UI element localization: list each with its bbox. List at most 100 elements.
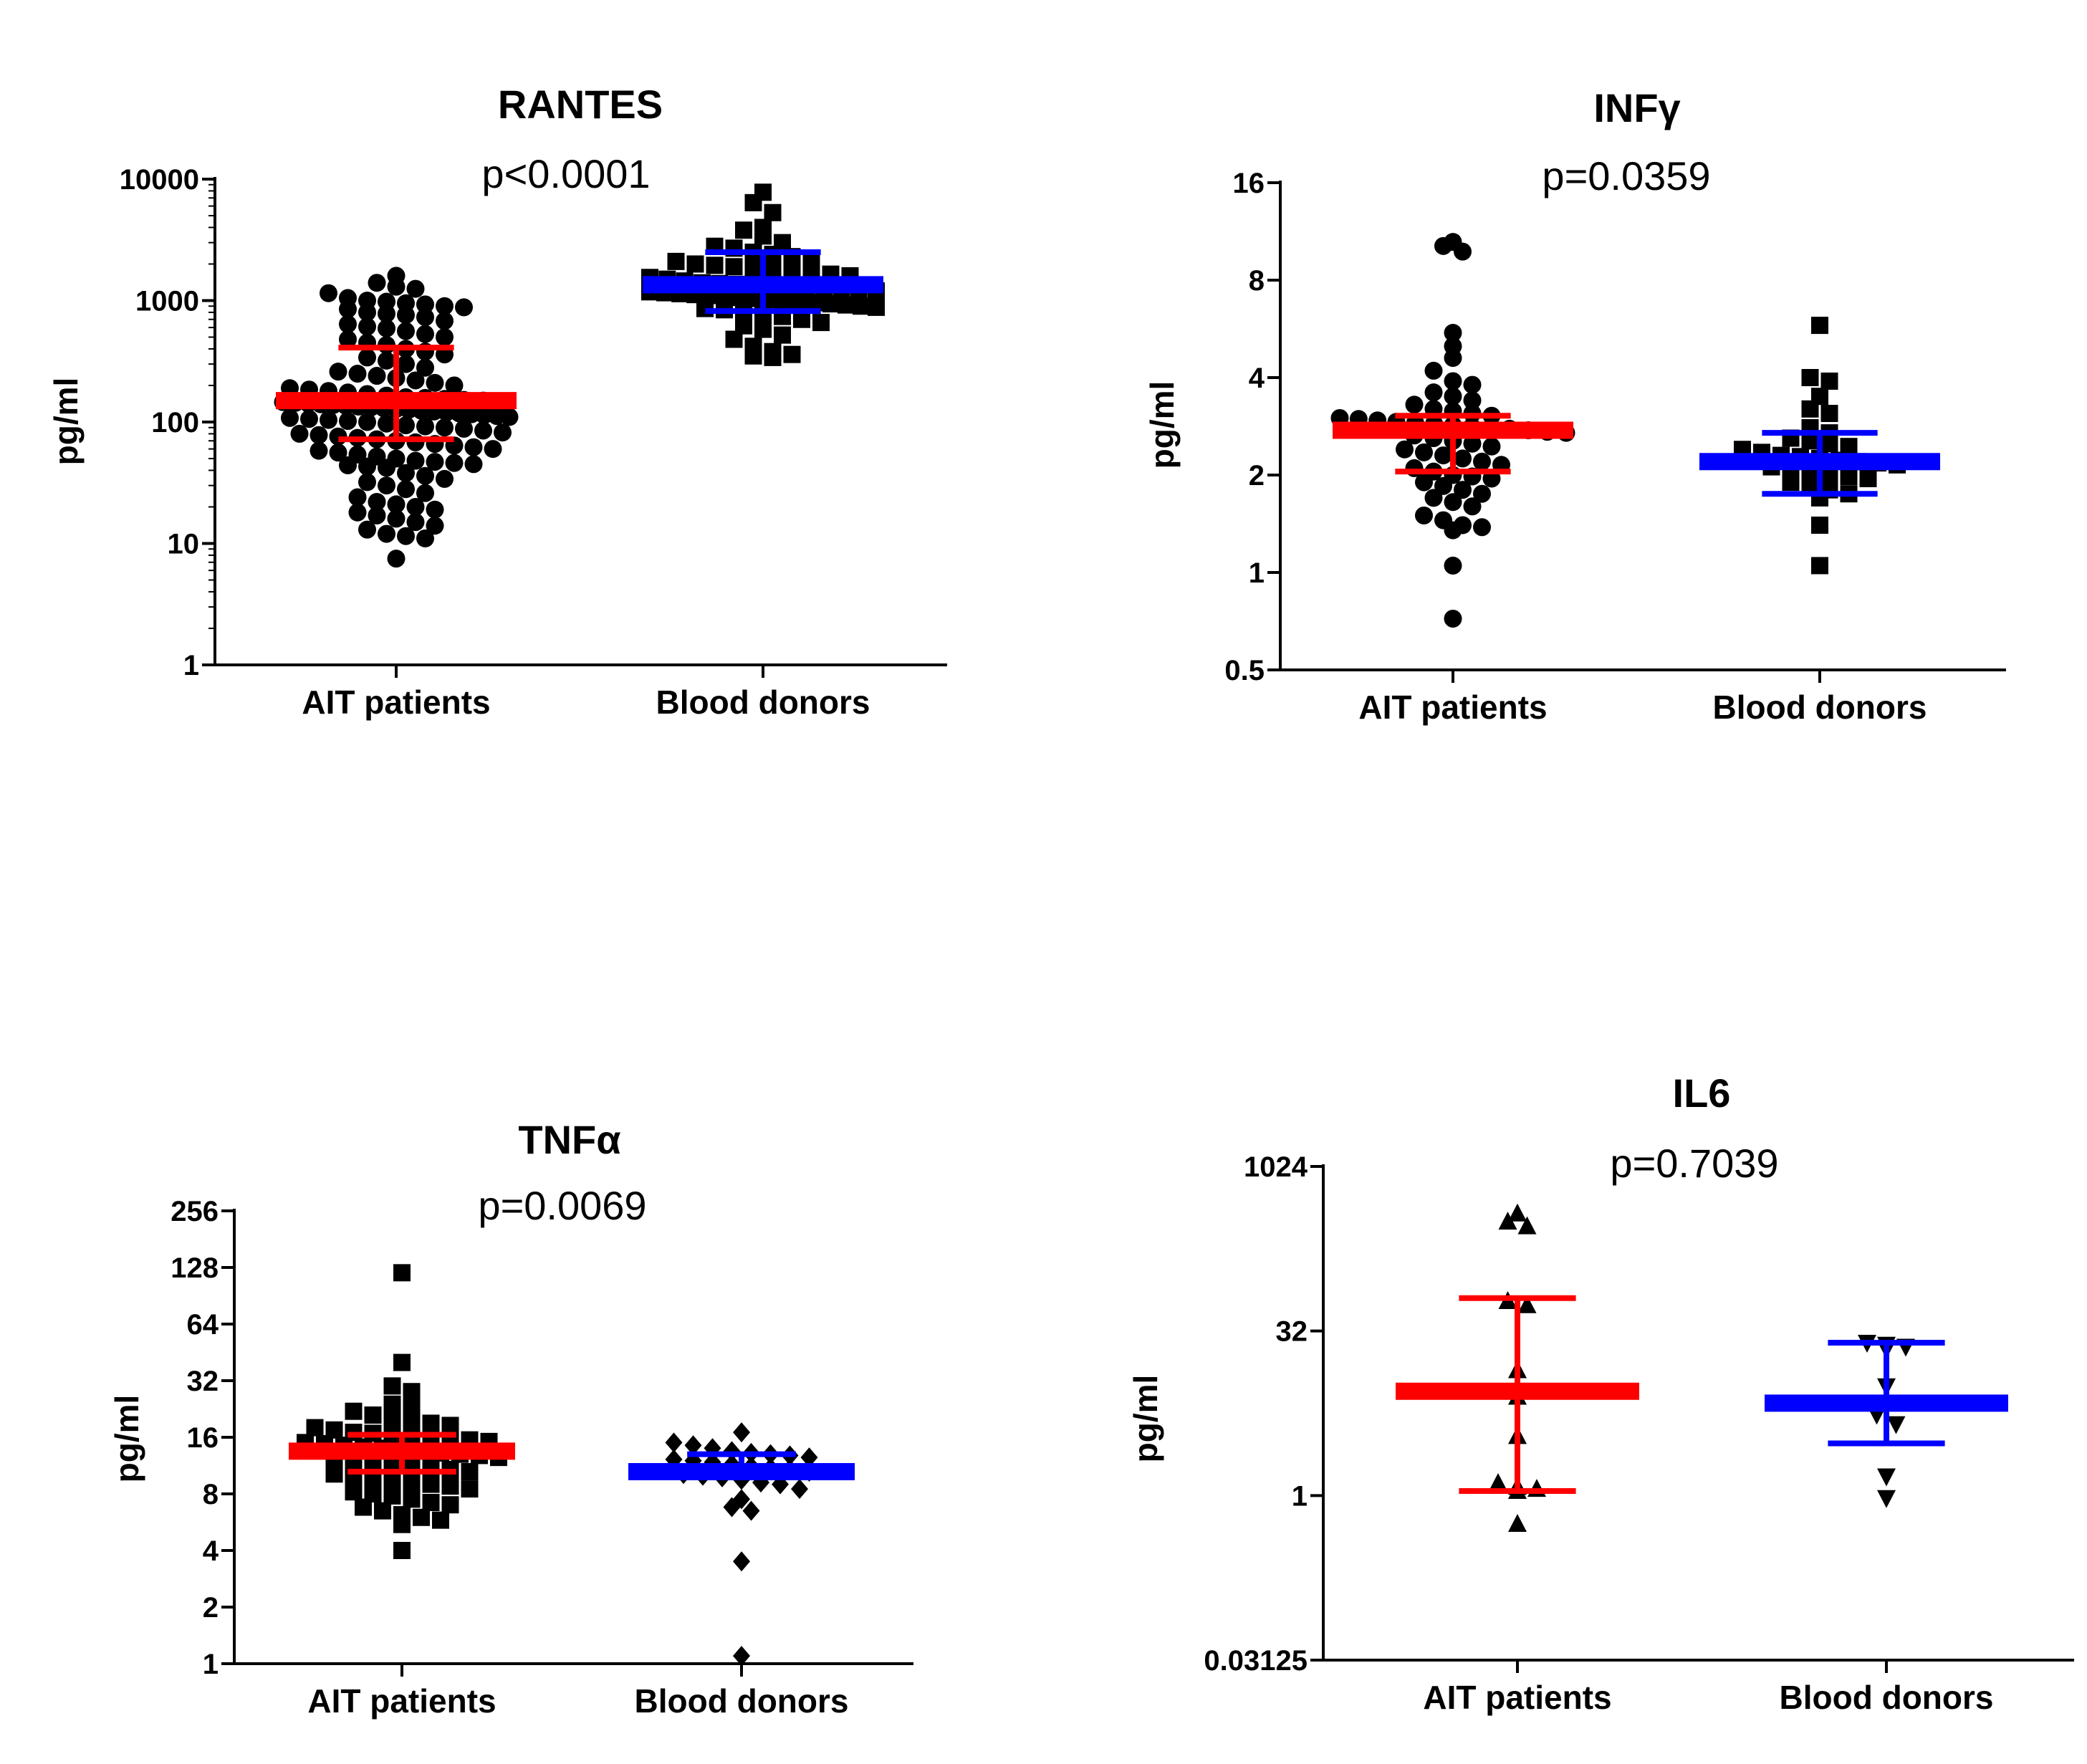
rantes-data-point	[416, 466, 434, 485]
rantes-data-point	[416, 325, 434, 343]
rantes-data-point	[378, 476, 395, 495]
infg-y-tick-label: 8	[1249, 265, 1265, 297]
rantes-data-point	[783, 345, 801, 363]
rantes-data-point	[416, 484, 434, 502]
il6-data-point	[1517, 1295, 1537, 1313]
rantes-data-point	[320, 411, 337, 429]
rantes-data-point	[464, 455, 483, 474]
tnfa-data-point	[383, 1395, 401, 1413]
rantes-data-point	[744, 259, 762, 277]
tnfa-y-tick-label: 128	[171, 1252, 219, 1284]
rantes-data-point	[378, 524, 395, 543]
il6-y-tick-label: 32	[1276, 1316, 1308, 1348]
tnfa-p-value: p=0.0069	[478, 1183, 646, 1228]
rantes-data-point	[822, 295, 840, 313]
il6-title: IL6	[1673, 1070, 1731, 1116]
rantes-series-2	[641, 183, 885, 366]
rantes-data-point	[744, 347, 762, 365]
infg-title: INFγ	[1593, 85, 1680, 130]
rantes-data-point	[406, 497, 425, 516]
rantes-data-point	[378, 351, 395, 370]
infg-y-axis-label: pg/ml	[1143, 381, 1181, 469]
rantes-data-point	[436, 328, 454, 347]
rantes-data-point	[329, 444, 347, 462]
rantes-data-point	[868, 298, 885, 316]
tnfa-data-point	[383, 1377, 401, 1395]
rantes-data-point	[436, 297, 454, 315]
rantes-data-point	[764, 348, 782, 366]
tnfa-data-point	[393, 1353, 411, 1371]
rantes-data-point	[300, 410, 318, 428]
rantes-data-point	[416, 417, 434, 436]
tnfa-data-point	[461, 1463, 479, 1481]
il6-data-point	[1489, 1472, 1507, 1491]
tnfa-y-tick-label: 32	[187, 1366, 219, 1397]
rantes-data-point	[406, 371, 425, 390]
tnfa-data-point	[733, 1551, 750, 1572]
tnfa-y-tick-label: 256	[171, 1196, 219, 1227]
rantes-data-point	[426, 453, 444, 471]
il6-p-value: p=0.7039	[1610, 1141, 1778, 1186]
rantes-x-category-label: AIT patients	[302, 684, 490, 721]
rantes-data-point	[368, 274, 386, 292]
tnfa-data-point	[422, 1475, 440, 1493]
tnfa-x-category-label: AIT patients	[307, 1682, 496, 1720]
il6-y-tick-label: 1	[1292, 1480, 1308, 1512]
rantes-x-category-label: Blood donors	[656, 684, 870, 721]
rantes-title: RANTES	[498, 82, 663, 127]
rantes-data-point	[348, 365, 367, 383]
il6-data-point	[1877, 1468, 1896, 1487]
tnfa-y-tick-label: 8	[203, 1479, 219, 1510]
rantes-data-point	[387, 509, 406, 528]
rantes-y-tick-label: 1000	[135, 286, 199, 317]
tnfa-data-point	[684, 1435, 702, 1456]
rantes-data-point	[358, 520, 376, 539]
tnfa-data-point	[723, 1497, 741, 1518]
rantes-data-point	[445, 454, 464, 472]
infg-data-point	[1820, 372, 1838, 390]
rantes-data-point	[837, 296, 855, 314]
infg-series-2	[1699, 317, 1940, 575]
il6-data-point	[1508, 1513, 1527, 1532]
infg-x-category-label: AIT patients	[1358, 689, 1547, 726]
infg-data-point	[1424, 383, 1443, 402]
rantes-data-point	[764, 261, 782, 279]
rantes-data-point	[368, 492, 386, 511]
rantes-data-point	[426, 517, 444, 535]
infg-data-point	[1473, 452, 1491, 471]
tnfa-data-point	[441, 1477, 459, 1495]
rantes-data-point	[358, 413, 376, 431]
il6-series-1	[1396, 1203, 1639, 1532]
infg-data-point	[1463, 497, 1482, 516]
rantes-data-point	[494, 423, 512, 442]
rantes-data-point	[777, 292, 795, 310]
infg-data-point	[1424, 361, 1443, 380]
tnfa-data-point	[461, 1480, 479, 1498]
tnfa-panel: TNFα p=0.0069 pg/ml 1 2 4 8 16 32 64 128 256 AIT …	[108, 1117, 913, 1720]
rantes-data-point	[426, 500, 444, 519]
rantes-data-point	[358, 317, 376, 336]
rantes-data-point	[339, 315, 357, 333]
tnfa-data-point	[441, 1496, 459, 1514]
infg-data-point	[1454, 449, 1472, 468]
rantes-data-point	[406, 451, 425, 470]
infg-data-point	[1811, 557, 1828, 575]
rantes-data-point	[406, 279, 425, 298]
rantes-data-point	[754, 320, 772, 338]
il6-x-category-label: Blood donors	[1780, 1679, 1994, 1716]
infg-data-point	[1840, 467, 1858, 485]
tnfa-data-point	[374, 1502, 391, 1520]
infg-y-tick-label: 0.5	[1224, 655, 1265, 686]
infg-y-tick-label: 4	[1249, 363, 1265, 394]
rantes-data-point	[725, 258, 743, 276]
tnfa-data-point	[393, 1264, 411, 1282]
rantes-data-point	[339, 412, 357, 431]
infg-data-point	[1444, 493, 1462, 512]
rantes-data-point	[735, 221, 752, 239]
rantes-data-point	[416, 308, 434, 327]
rantes-data-point	[706, 257, 724, 274]
rantes-data-point	[348, 503, 367, 522]
tnfa-data-point	[403, 1412, 421, 1430]
rantes-panel: RANTES p<0.0001 pg/ml 1 10 100 1000 10000 AIT…	[47, 82, 947, 721]
tnfa-data-point	[325, 1465, 343, 1483]
